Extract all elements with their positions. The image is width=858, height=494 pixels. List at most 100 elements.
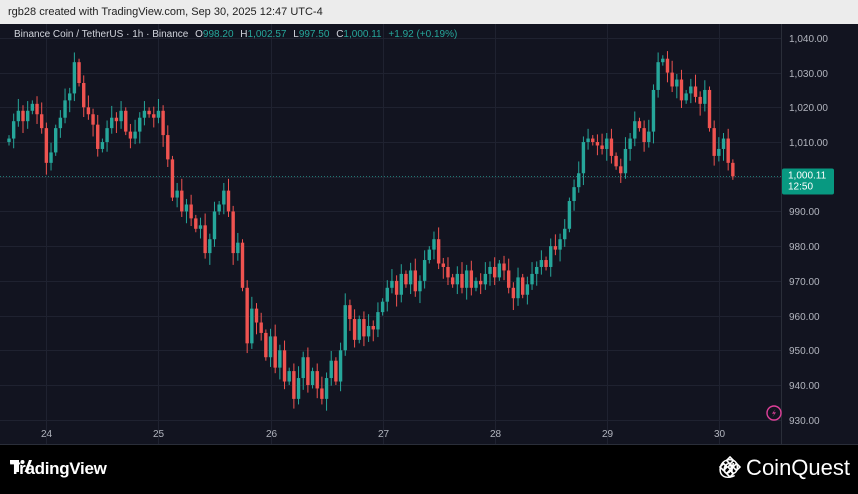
candle <box>198 217 203 239</box>
legend-symbol: Binance Coin / TetherUS · 1h · Binance O… <box>14 29 457 40</box>
candle-body <box>731 162 735 177</box>
candlestick-chart[interactable]: 930.00 940.00 950.00 960.00 970.00 980.00 990.… <box>0 24 858 445</box>
candle <box>268 328 273 367</box>
candle <box>142 101 147 126</box>
candle <box>310 367 315 389</box>
candle <box>348 299 352 331</box>
candle <box>254 303 259 335</box>
candle <box>222 182 226 215</box>
candle-body <box>506 270 511 288</box>
time-axis: 24 25 26 27 28 29 30 <box>41 429 726 440</box>
price-tick-label: 1,010.00 <box>789 138 828 149</box>
candle <box>352 309 357 348</box>
candle <box>418 275 422 304</box>
candle-body <box>693 86 698 97</box>
candle-body <box>352 319 357 340</box>
candle <box>726 128 730 171</box>
time-tick-label: 26 <box>266 429 278 440</box>
tradingview-brand[interactable]: TradingView <box>10 459 107 479</box>
candle <box>91 108 95 137</box>
candle-body <box>292 371 296 399</box>
candle <box>436 227 441 270</box>
candle-body <box>544 260 548 267</box>
candle <box>399 264 403 303</box>
last-price-value: 1,000.11 <box>788 171 827 182</box>
candle-body <box>329 360 333 379</box>
candle <box>166 125 170 168</box>
candle-body <box>614 155 618 167</box>
candle-body <box>105 128 109 143</box>
candle <box>511 282 516 311</box>
candle-body <box>362 319 366 337</box>
candle-body <box>586 138 590 143</box>
candle-body <box>338 350 343 382</box>
candle-body <box>665 58 670 73</box>
candle <box>698 91 702 116</box>
lightning-icon[interactable] <box>766 405 782 421</box>
candle <box>385 280 389 312</box>
candle <box>49 142 53 171</box>
candle-body <box>189 204 193 219</box>
candle <box>324 372 329 411</box>
candle-body <box>142 110 147 118</box>
candle-body <box>16 110 21 122</box>
candle-body <box>595 142 600 146</box>
time-tick-label: 29 <box>602 429 614 440</box>
candle <box>301 351 305 390</box>
candle <box>577 161 581 193</box>
candle <box>245 280 249 354</box>
candle <box>703 80 707 112</box>
candle <box>647 119 651 148</box>
candle <box>128 123 133 149</box>
candle <box>226 178 231 217</box>
candle <box>595 134 600 156</box>
candle-body <box>441 263 446 267</box>
candle-body <box>245 287 249 344</box>
candle <box>68 87 72 113</box>
export-caption: rgb28 created with TradingView.com, Sep … <box>8 6 323 18</box>
candle-body <box>642 128 646 143</box>
candle-body <box>385 287 389 302</box>
candle-body <box>460 273 464 288</box>
candle-body <box>175 190 179 198</box>
candle <box>380 298 385 316</box>
candle-body <box>464 270 469 288</box>
chart-area[interactable]: 930.00 940.00 950.00 960.00 970.00 980.00 990.… <box>0 24 858 445</box>
candle-body <box>679 79 684 101</box>
candle <box>105 120 109 152</box>
candle <box>404 270 408 288</box>
candle-body <box>198 225 203 229</box>
candle <box>77 58 81 87</box>
candle <box>474 277 478 292</box>
candle <box>236 232 240 261</box>
candle-body <box>217 204 221 212</box>
candle-body <box>86 107 91 115</box>
candle-body <box>82 83 86 108</box>
candle-body <box>413 270 417 292</box>
candle-body <box>698 96 702 104</box>
candle <box>63 88 67 124</box>
candle-body <box>231 211 235 254</box>
price-tick-label: 1,040.00 <box>789 34 828 45</box>
candle-body <box>334 360 338 382</box>
candle <box>460 262 464 294</box>
candle <box>446 257 450 286</box>
candle <box>86 95 91 120</box>
candle-body <box>497 263 502 278</box>
candle-body <box>567 201 572 229</box>
footer-bar: TradingView @ CoinQuest <box>0 446 858 494</box>
candle <box>306 347 310 393</box>
candle <box>544 256 548 271</box>
candle <box>82 75 86 118</box>
candle <box>684 89 688 104</box>
candle-body <box>539 260 544 267</box>
candle-body <box>535 266 539 274</box>
candle-body <box>212 211 217 240</box>
candle-body <box>273 336 277 368</box>
candle <box>609 128 614 164</box>
candle <box>264 329 268 361</box>
candle <box>11 113 16 149</box>
candle <box>315 363 319 399</box>
last-price-tag: 1,000.11 12:50 <box>782 168 834 195</box>
candle-body <box>717 148 721 156</box>
